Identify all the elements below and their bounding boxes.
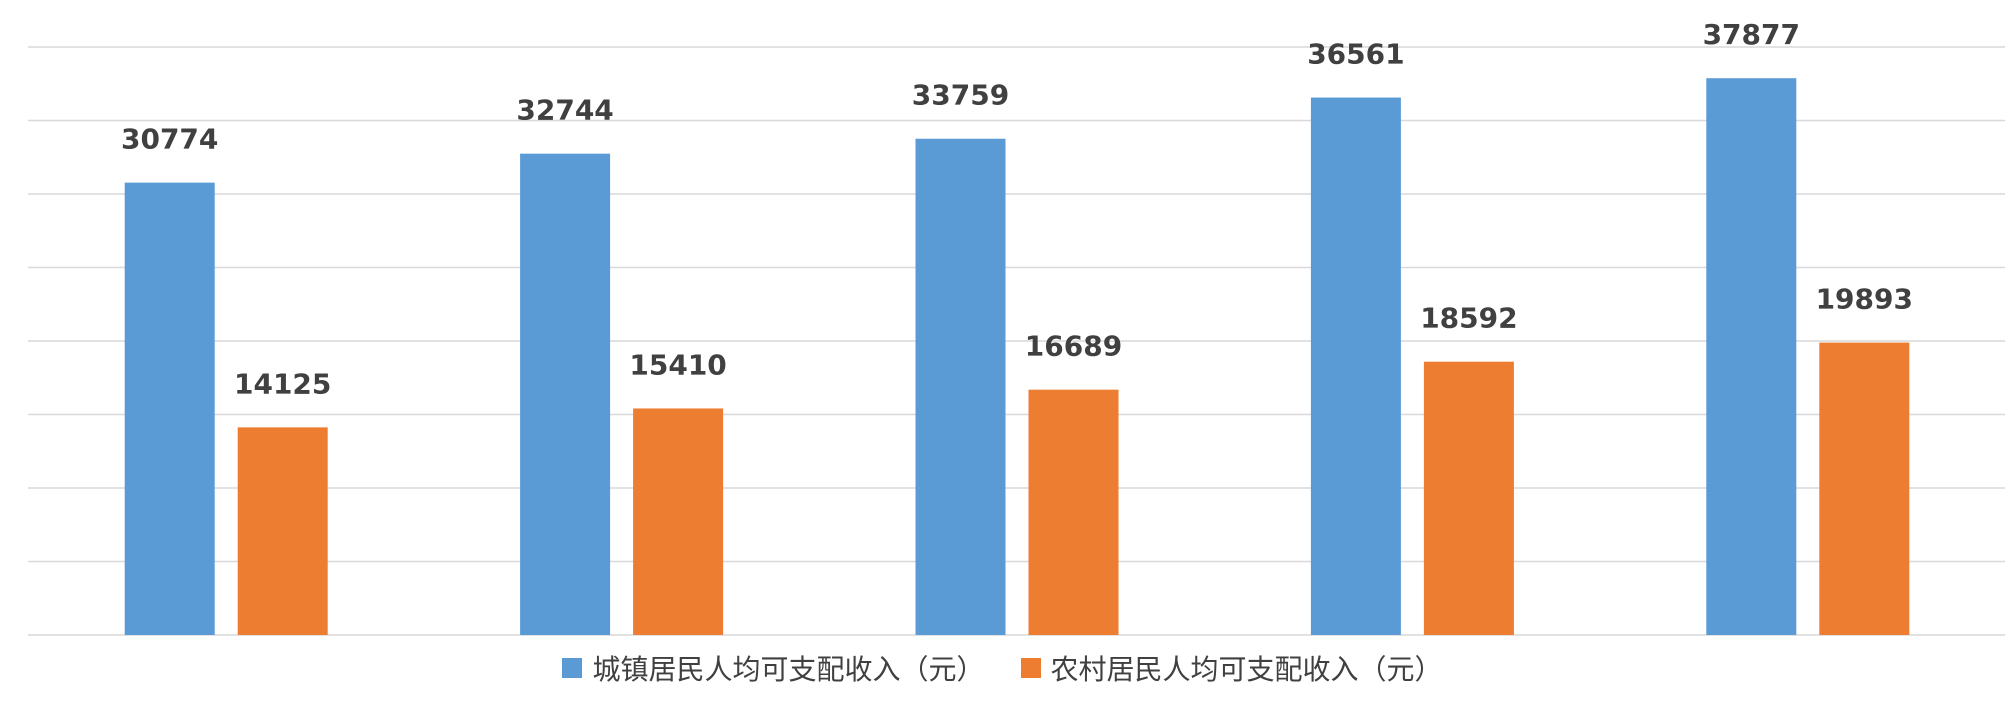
value-label: 14125 xyxy=(234,367,331,400)
value-label: 18592 xyxy=(1420,302,1517,335)
bar xyxy=(520,153,611,635)
bar xyxy=(915,138,1006,635)
legend-item: 城镇居民人均可支配收入（元） xyxy=(562,648,985,688)
value-label: 33759 xyxy=(912,79,1009,112)
chart: 30774 32744 33759 36561 37877 14125 15410 16689… xyxy=(28,18,2005,636)
legend-swatch xyxy=(562,658,583,678)
value-label: 19893 xyxy=(1816,283,1913,316)
legend-swatch xyxy=(1020,658,1041,678)
value-label: 36561 xyxy=(1307,38,1404,71)
legend-label: 城镇居民人均可支配收入（元） xyxy=(592,653,985,686)
bar xyxy=(1028,389,1119,635)
bar xyxy=(1819,342,1910,635)
value-label: 30774 xyxy=(121,123,218,156)
value-label: 16689 xyxy=(1025,330,1122,363)
bar xyxy=(1310,97,1401,636)
bar xyxy=(633,408,724,635)
legend-label: 农村居民人均可支配收入（元） xyxy=(1050,653,1443,686)
value-label: 32744 xyxy=(516,94,613,127)
bar xyxy=(237,427,328,635)
value-label: 37877 xyxy=(1703,18,1800,51)
bar xyxy=(124,182,215,635)
bar xyxy=(1423,361,1514,635)
bar xyxy=(1706,78,1797,635)
value-label: 15410 xyxy=(629,348,726,381)
legend: 城镇居民人均可支配收入（元） 农村居民人均可支配收入（元） xyxy=(0,648,2005,688)
legend-item: 农村居民人均可支配收入（元） xyxy=(1020,648,1443,688)
